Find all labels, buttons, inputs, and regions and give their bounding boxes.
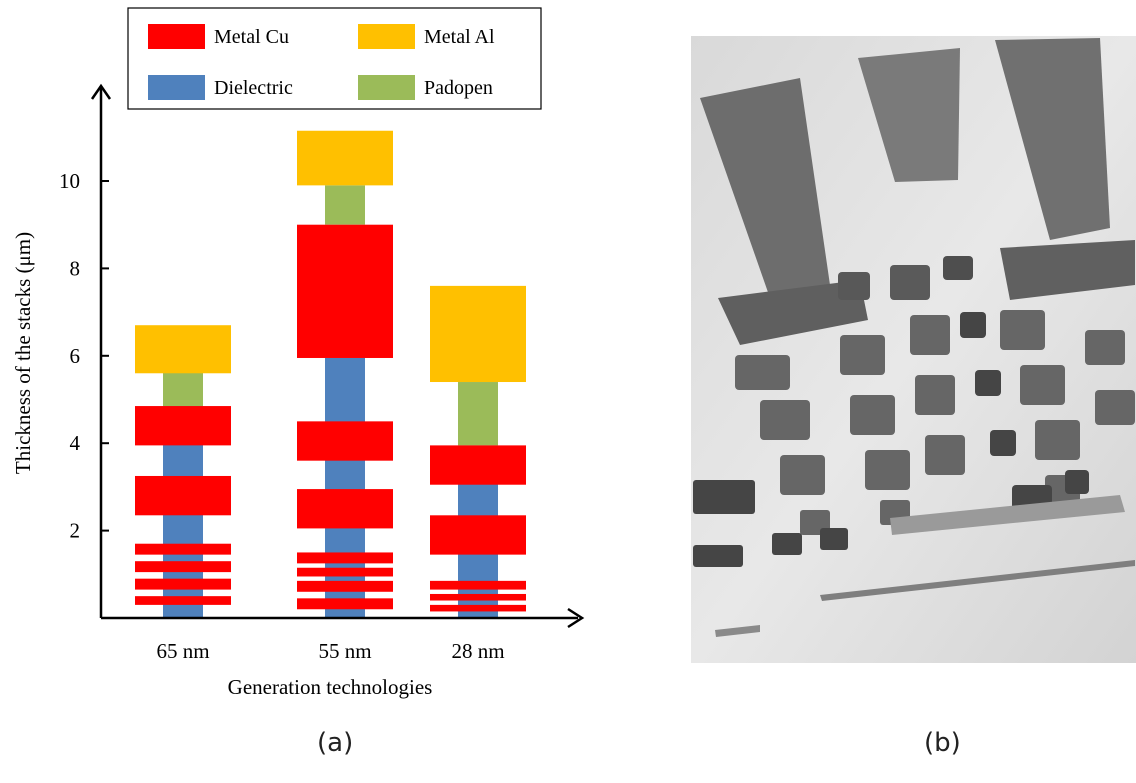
x-tick-label-55-nm: 55 nm bbox=[318, 639, 371, 663]
x-tick-label-65-nm: 65 nm bbox=[156, 639, 209, 663]
bar-cu-28-nm-3 bbox=[430, 580, 526, 590]
bar-padopen-55-nm bbox=[325, 185, 365, 225]
y-axis-arrow bbox=[90, 83, 112, 100]
bar-cu-65-nm-5 bbox=[135, 475, 231, 516]
ticks-layer: 2 4 6 8 10 bbox=[59, 169, 109, 543]
tem-cross-section-image bbox=[691, 36, 1136, 663]
bar-padopen-65-nm bbox=[163, 371, 203, 407]
panel-label-b: (b) bbox=[924, 728, 961, 758]
bars-layer bbox=[135, 130, 526, 618]
legend-swatch-metal-cu bbox=[148, 24, 205, 49]
legend-label-metal-al: Metal Al bbox=[424, 26, 495, 48]
bar-cu-65-nm-2 bbox=[135, 578, 231, 590]
legend-swatch-metal-al bbox=[358, 24, 415, 49]
legend: Metal Cu Metal Al Dielectric Padopen bbox=[127, 7, 542, 110]
panel-label-a: (a) bbox=[317, 728, 354, 758]
legend-swatch-dielectric bbox=[148, 75, 205, 100]
bar-cu-28-nm-2 bbox=[430, 593, 526, 601]
y-tick-label-4: 4 bbox=[70, 431, 81, 455]
legend-label-padopen: Padopen bbox=[424, 77, 493, 99]
x-tick-label-28-nm: 28 nm bbox=[451, 639, 504, 663]
y-tick-label-2: 2 bbox=[70, 519, 81, 543]
bar-dielectric-55-nm bbox=[325, 357, 365, 618]
y-tick-label-8: 8 bbox=[70, 256, 81, 280]
bar-al-65-nm bbox=[135, 325, 231, 374]
legend-label-dielectric: Dielectric bbox=[214, 77, 293, 99]
labels-layer: Generation technologies Thickness of the… bbox=[11, 232, 505, 699]
bar-cu-65-nm-1 bbox=[135, 596, 231, 605]
legend-label-metal-cu: Metal Cu bbox=[214, 26, 289, 48]
bar-cu-55-nm-1 bbox=[297, 598, 393, 610]
bar-cu-55-nm-3 bbox=[297, 567, 393, 577]
bar-cu-28-nm-1 bbox=[430, 604, 526, 612]
y-tick-label-6: 6 bbox=[70, 344, 81, 368]
y-axis-title: Thickness of the stacks (μm) bbox=[11, 232, 35, 474]
y-tick-label-10: 10 bbox=[59, 169, 80, 193]
bar-cu-28-nm-4 bbox=[430, 515, 526, 555]
bar-cu-55-nm-4 bbox=[297, 552, 393, 564]
bar-cu-55-nm-2 bbox=[297, 580, 393, 592]
bar-cu-28-nm-5 bbox=[430, 445, 526, 485]
bar-cu-55-nm-7 bbox=[297, 224, 393, 358]
bar-cu-65-nm-4 bbox=[135, 543, 231, 555]
legend-swatch-padopen bbox=[358, 75, 415, 100]
bar-cu-65-nm-3 bbox=[135, 561, 231, 573]
bar-padopen-28-nm bbox=[458, 382, 498, 446]
x-axis-arrow bbox=[567, 607, 585, 629]
bar-al-28-nm bbox=[430, 285, 526, 383]
bar-cu-55-nm-5 bbox=[297, 489, 393, 529]
bar-cu-55-nm-6 bbox=[297, 421, 393, 461]
bar-al-55-nm bbox=[297, 130, 393, 186]
x-axis-title: Generation technologies bbox=[228, 675, 433, 699]
bar-cu-65-nm-6 bbox=[135, 406, 231, 446]
